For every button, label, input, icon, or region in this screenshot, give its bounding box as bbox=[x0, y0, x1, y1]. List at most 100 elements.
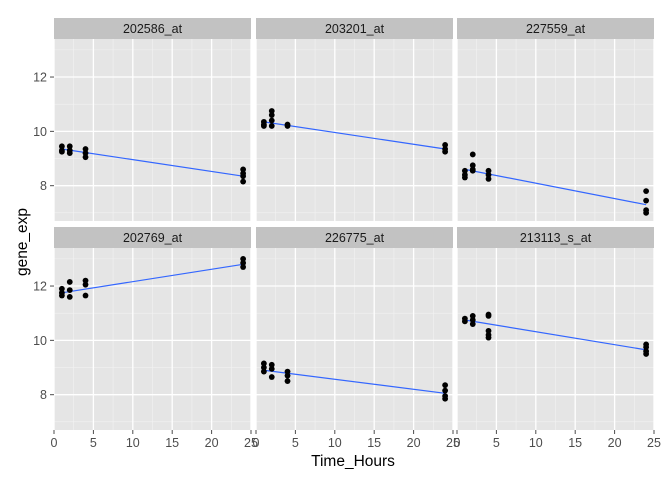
facet-panel: 202769_at bbox=[53, 227, 252, 430]
x-tick-label: 0 bbox=[253, 436, 260, 450]
data-point bbox=[268, 112, 275, 118]
data-point bbox=[485, 175, 492, 182]
x-tick-label: 20 bbox=[407, 436, 421, 450]
data-point bbox=[442, 395, 449, 402]
x-tick-label: 5 bbox=[90, 436, 97, 450]
data-point bbox=[442, 142, 449, 148]
fit-line bbox=[464, 168, 647, 206]
data-point bbox=[66, 150, 73, 156]
x-tick-label: 0 bbox=[51, 436, 58, 450]
data-point bbox=[268, 365, 275, 372]
facet-strip bbox=[256, 18, 453, 39]
data-point bbox=[260, 364, 267, 371]
data-point bbox=[66, 287, 73, 294]
data-point bbox=[58, 285, 65, 292]
facet-strip bbox=[457, 18, 654, 39]
x-tick-label: 15 bbox=[165, 436, 179, 450]
facet-title: 203201_at bbox=[325, 22, 385, 36]
data-point bbox=[82, 281, 89, 288]
data-point bbox=[268, 123, 275, 129]
data-point bbox=[442, 387, 449, 394]
x-tick-label: 10 bbox=[529, 436, 543, 450]
fit-line bbox=[263, 121, 446, 150]
x-tick-label: 25 bbox=[446, 436, 460, 450]
data-point bbox=[66, 143, 73, 150]
y-tick-label: 12 bbox=[33, 71, 47, 85]
y-axis-title: gene_exp bbox=[14, 208, 31, 276]
data-point bbox=[284, 123, 291, 129]
facet-panels: 202586_at 203201_at 227559_at 202769_at 2267… bbox=[53, 18, 655, 430]
facet-panel: 226775_at bbox=[255, 227, 454, 430]
data-point bbox=[268, 361, 275, 368]
data-point bbox=[66, 279, 73, 285]
data-point bbox=[82, 146, 89, 152]
x-tick-label: 15 bbox=[367, 436, 381, 450]
data-point bbox=[461, 318, 468, 325]
fit-line bbox=[263, 369, 446, 394]
data-point bbox=[442, 148, 449, 155]
y-tick-label: 10 bbox=[33, 334, 47, 348]
data-point bbox=[82, 154, 89, 161]
x-tick-label: 0 bbox=[454, 436, 461, 450]
data-point bbox=[240, 260, 247, 266]
x-tick-label: 10 bbox=[328, 436, 342, 450]
y-tick-label: 8 bbox=[40, 388, 47, 402]
data-point bbox=[260, 123, 267, 129]
y-tick-label: 10 bbox=[33, 125, 47, 139]
facet-title: 202769_at bbox=[123, 231, 183, 245]
data-point bbox=[469, 313, 476, 319]
data-point bbox=[461, 174, 468, 181]
data-point bbox=[442, 382, 449, 389]
x-axis-title: Time_Hours bbox=[311, 453, 395, 470]
facet-panel: 227559_at bbox=[456, 18, 655, 221]
x-tick-label: 25 bbox=[647, 436, 661, 450]
x-tick-label: 10 bbox=[126, 436, 140, 450]
facet-panel: 213113_s_at bbox=[456, 227, 655, 430]
data-point bbox=[643, 197, 650, 204]
data-point bbox=[66, 293, 73, 300]
data-point bbox=[469, 317, 476, 323]
data-point bbox=[240, 166, 247, 173]
data-point bbox=[82, 292, 89, 299]
data-point bbox=[643, 344, 650, 351]
x-tick-label: 5 bbox=[493, 436, 500, 450]
x-tick-label: 15 bbox=[568, 436, 582, 450]
data-point bbox=[240, 264, 247, 270]
facet-title: 213113_s_at bbox=[520, 231, 592, 245]
x-tick-label: 5 bbox=[292, 436, 299, 450]
data-point bbox=[268, 108, 275, 114]
data-point bbox=[485, 313, 492, 319]
facet-title: 202586_at bbox=[123, 22, 183, 36]
data-point bbox=[58, 143, 65, 150]
facet-strip bbox=[54, 18, 251, 39]
data-point bbox=[643, 351, 650, 357]
data-point bbox=[284, 378, 291, 385]
facet-panel: 202586_at bbox=[53, 18, 252, 221]
y-tick-label: 12 bbox=[33, 280, 47, 294]
facet-title: 226775_at bbox=[325, 231, 385, 245]
data-point bbox=[240, 255, 247, 262]
facet-strip bbox=[256, 227, 453, 248]
data-point bbox=[643, 188, 650, 195]
data-point bbox=[58, 148, 65, 155]
facet-panel: 203201_at bbox=[255, 18, 454, 221]
y-tick-label: 8 bbox=[40, 179, 47, 193]
data-point bbox=[240, 173, 247, 180]
data-point bbox=[485, 171, 492, 178]
data-point bbox=[260, 360, 267, 367]
data-point bbox=[485, 327, 492, 334]
data-point bbox=[485, 167, 492, 174]
fit-line bbox=[61, 263, 244, 294]
data-point bbox=[485, 334, 492, 341]
data-point bbox=[284, 372, 291, 379]
data-point bbox=[469, 151, 476, 158]
x-tick-label: 20 bbox=[608, 436, 622, 450]
data-point bbox=[268, 374, 275, 380]
data-point bbox=[461, 167, 468, 174]
data-point bbox=[58, 292, 65, 299]
data-point bbox=[260, 368, 267, 375]
facet-strip bbox=[54, 227, 251, 248]
data-point bbox=[643, 209, 650, 216]
